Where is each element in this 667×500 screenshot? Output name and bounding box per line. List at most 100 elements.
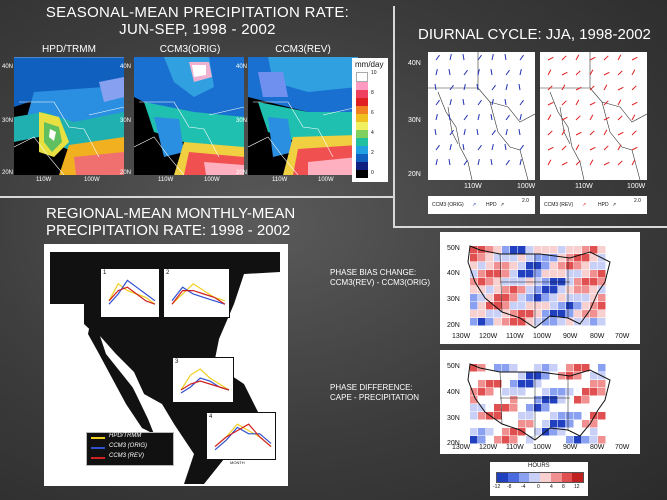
- phase-grid-cell: [566, 404, 574, 412]
- phase-grid-cell: [494, 388, 502, 396]
- phase-diff-label: PHASE DIFFERENCE: CAPE - PRECIPITATION: [330, 383, 419, 403]
- hours-label: HOURS: [528, 463, 550, 469]
- phase-grid-cell: [510, 420, 518, 428]
- phase-grid-cell: [510, 380, 518, 388]
- phase-grid-cell: [502, 436, 510, 444]
- bias-lon-70w: 70W: [615, 333, 630, 340]
- phase-grid-cell: [558, 388, 566, 396]
- phase-grid-cell: [598, 302, 606, 310]
- phase-grid-cell: [542, 436, 550, 444]
- bias-lat-20n: 20N: [447, 322, 460, 329]
- diurnal-arrow-icon: [434, 84, 437, 91]
- diurnal-lat-20n: 20N: [408, 171, 421, 178]
- diurnal-arrow-icon: [519, 54, 524, 61]
- phase-grid-cell: [558, 310, 566, 318]
- phase-grid-cell: [486, 436, 494, 444]
- phase-grid-cell: [590, 294, 598, 302]
- phase-grid-cell: [582, 388, 590, 396]
- phase-grid-cell: [598, 294, 606, 302]
- diurnal-arrow-icon: [547, 69, 552, 76]
- legend-hpd-arrow-icon-2: ↗: [612, 202, 617, 208]
- phase-grid-cell: [526, 246, 534, 254]
- phase-grid-cell: [502, 420, 510, 428]
- phase-grid-cell: [494, 436, 502, 444]
- diurnal-arrow-icon: [519, 99, 524, 106]
- legend-text-hpd: HPD/TRMM: [109, 433, 142, 439]
- phase-grid-cell: [470, 310, 478, 318]
- phase-grid-cell: [502, 404, 510, 412]
- phase-grid-cell: [502, 318, 510, 326]
- phase-grid-cell: [558, 270, 566, 278]
- diurnal-arrow-icon: [462, 54, 465, 61]
- diurnal-arrow-icon: [547, 130, 553, 136]
- subplot-4-number: 4: [209, 414, 213, 420]
- legend-scale-2: 2.0: [634, 198, 641, 204]
- phase-grid-cell: [478, 286, 486, 294]
- diurnal-arrow-icon: [519, 159, 522, 166]
- phase-grid-cell: [534, 404, 542, 412]
- phase-grid-cell: [582, 364, 590, 372]
- diurnal-arrow-icon: [631, 130, 637, 136]
- phase-grid-cell: [574, 246, 582, 254]
- phase-grid-cell: [486, 286, 494, 294]
- phase-grid-cell: [486, 428, 494, 436]
- phase-grid-cell: [510, 254, 518, 262]
- phase-grid-cell: [494, 270, 502, 278]
- phase-grid-cell: [566, 302, 574, 310]
- phase-grid-cell: [510, 388, 518, 396]
- diurnal-arrow-icon: [631, 85, 637, 91]
- phase-grid-cell: [526, 420, 534, 428]
- phase-grid-cell: [486, 262, 494, 270]
- diurnal-arrow-icon: [561, 100, 567, 106]
- phase-grid-cell: [534, 372, 542, 380]
- phase-grid-cell: [558, 294, 566, 302]
- hours-colorbar: [496, 472, 584, 483]
- diurnal-arrow-icon: [589, 101, 596, 106]
- phase-grid-cell: [542, 404, 550, 412]
- subplot-2-number: 2: [166, 270, 170, 276]
- phase-grid-cell: [470, 380, 478, 388]
- regional-title-line1: REGIONAL-MEAN MONTHLY-MEAN: [46, 205, 296, 222]
- lat-tick-30n: 30N: [2, 118, 14, 124]
- diurnal-arrow-icon: [575, 115, 581, 121]
- phase-grid-cell: [494, 396, 502, 404]
- phase-grid-cell: [486, 246, 494, 254]
- phase-grid-cell: [574, 286, 582, 294]
- diurnal-lon-110w: 110W: [464, 183, 482, 190]
- phase-grid-cell: [534, 420, 542, 428]
- phase-grid-cell: [534, 254, 542, 262]
- diff-lat-20n: 20N: [447, 440, 460, 447]
- diurnal-arrow-icon: [476, 84, 479, 91]
- diurnal-arrow-icon: [631, 56, 638, 61]
- diurnal-arrow-icon: [448, 114, 451, 121]
- diurnal-arrow-icon: [603, 161, 610, 166]
- phase-grid-cell: [558, 420, 566, 428]
- series-line: [108, 286, 156, 305]
- phase-grid-cell: [526, 364, 534, 372]
- horizontal-divider-right: [393, 226, 667, 228]
- subplot-3: 3: [172, 357, 234, 403]
- precip-map-orig: [134, 57, 244, 175]
- phase-grid-cell: [526, 412, 534, 420]
- phase-grid-cell: [470, 302, 478, 310]
- diff-lon-130w: 130W: [452, 444, 471, 451]
- phase-grid-cell: [598, 364, 606, 372]
- legend-rev-label: CCM3 (REV): [544, 202, 574, 208]
- diurnal-arrow-icon: [603, 116, 610, 121]
- diurnal-arrow-icon: [449, 144, 452, 151]
- bias-lon-130w: 130W: [452, 333, 471, 340]
- diurnal-arrow-icon: [575, 70, 581, 76]
- diurnal-arrow-icon: [575, 131, 582, 136]
- diurnal-arrow-icon: [589, 114, 594, 121]
- phase-grid-cell: [510, 372, 518, 380]
- phase-grid-cell: [510, 436, 518, 444]
- lon-tick-100w: 100W: [84, 177, 100, 183]
- phase-grid-cell: [518, 364, 526, 372]
- diurnal-arrow-icon: [504, 99, 507, 106]
- vertical-divider: [393, 6, 395, 228]
- phase-grid-cell: [510, 302, 518, 310]
- phase-grid-cell: [582, 270, 590, 278]
- seasonal-title-line2: JUN-SEP, 1998 - 2002: [119, 21, 276, 38]
- phase-grid-cell: [494, 372, 502, 380]
- diff-lon-100w: 100W: [533, 444, 552, 451]
